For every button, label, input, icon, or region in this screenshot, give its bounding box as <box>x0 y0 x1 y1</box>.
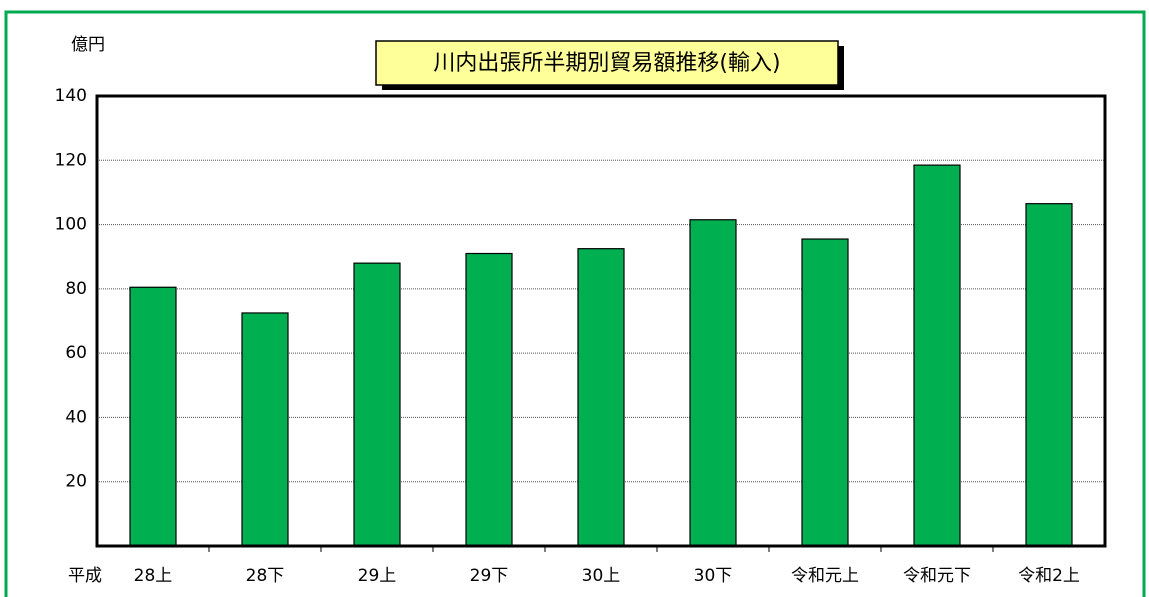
y-tick-label: 100 <box>55 215 87 235</box>
y-axis-label: 億円 <box>71 35 105 55</box>
bar <box>913 164 961 547</box>
y-tick-label: 60 <box>65 343 87 363</box>
bar <box>801 238 849 547</box>
bar <box>689 219 737 547</box>
x-tick-label: 令和元下 <box>903 566 971 586</box>
bar <box>353 262 401 547</box>
bar <box>577 248 625 547</box>
x-tick-label: 28上 <box>134 566 173 586</box>
title-box <box>375 40 839 86</box>
y-tick-label: 40 <box>65 407 87 427</box>
bar <box>241 312 289 547</box>
y-tick-label: 120 <box>55 150 87 170</box>
frame <box>4 10 1146 597</box>
chart-title: 川内出張所半期別貿易額推移(輸入) <box>433 51 780 76</box>
bar <box>129 286 177 547</box>
x-annotation: 平成 <box>68 566 102 586</box>
x-tick-label: 令和元上 <box>791 566 859 586</box>
y-tick-label: 140 <box>55 86 87 106</box>
x-tick-label: 28下 <box>246 566 285 586</box>
x-tick-label: 30下 <box>694 566 733 586</box>
x-tick-label: 令和2上 <box>1018 566 1080 586</box>
bar <box>1025 203 1073 547</box>
x-tick-label: 30上 <box>582 566 621 586</box>
bar <box>465 252 513 547</box>
y-tick-label: 20 <box>65 472 87 492</box>
x-tick-label: 29上 <box>358 566 397 586</box>
plot-border <box>95 94 1107 548</box>
x-tick-label: 29下 <box>470 566 509 586</box>
y-tick-label: 80 <box>65 279 87 299</box>
